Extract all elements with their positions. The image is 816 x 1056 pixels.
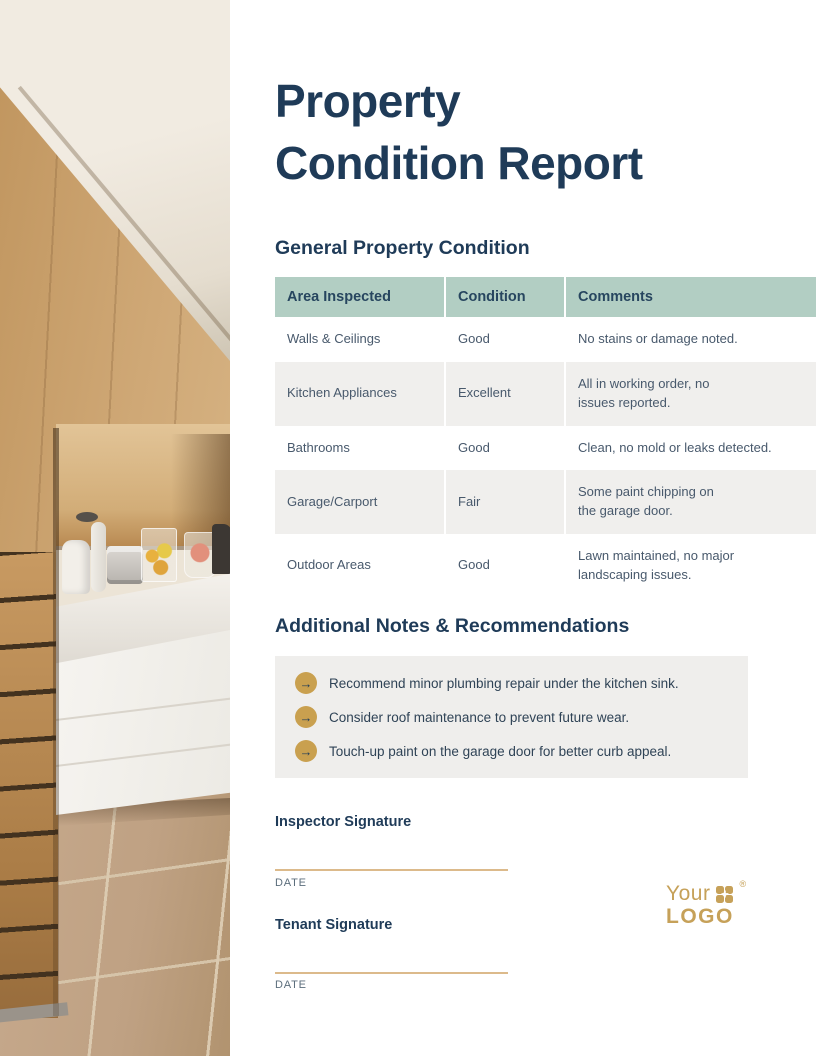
cell-comments: Some paint chipping on the garage door. [564,470,816,535]
logo-top-row: Your ® [666,879,747,906]
table-row: Walls & Ceilings Good No stains or damag… [275,317,816,362]
note-item: → Touch-up paint on the garage door for … [295,740,728,762]
clover-icon [716,885,734,903]
tenant-date-label: DATE [275,979,307,991]
notes-box: → Recommend minor plumbing repair under … [275,656,748,778]
arrow-right-icon: → [295,740,317,762]
logo-text-logo: LOGO [666,905,734,928]
inspector-date-label: DATE [275,877,307,889]
cell-condition: Excellent [444,361,565,426]
photo-kettle-decor [62,540,90,594]
note-item: → Consider roof maintenance to prevent f… [295,706,728,728]
tenant-signature-line [275,972,508,974]
clover-petal [716,894,725,903]
column-header-condition: Condition [444,277,565,317]
photo-ceiling-decor [0,0,230,361]
cell-condition: Good [444,534,565,598]
logo-text-your: Your [666,882,711,905]
clover-petal [725,885,734,894]
column-header-area: Area Inspected [275,277,445,317]
cell-area: Garage/Carport [275,470,445,535]
table-row: Kitchen Appliances Excellent All in work… [275,361,816,426]
photo-towel-holder-decor [76,512,98,522]
inspector-signature-line [275,869,508,871]
page-title: Property Condition Report [275,70,643,194]
cell-area: Bathrooms [275,425,445,471]
cell-area: Outdoor Areas [275,534,445,598]
additional-notes-heading: Additional Notes & Recommendations [275,615,630,637]
arrow-right-icon: → [295,672,317,694]
cell-comments: Clean, no mold or leaks detected. [564,425,816,471]
table-row: Garage/Carport Fair Some paint chipping … [275,470,816,535]
note-text: Recommend minor plumbing repair under th… [329,675,679,691]
note-text: Touch-up paint on the garage door for be… [329,743,672,759]
photo-toaster-decor [107,546,143,584]
clover-petal [716,885,725,894]
table-header-row: Area Inspected Condition Comments [275,277,816,317]
page-title-line2: Condition Report [275,137,643,189]
photo-fruit-jar-decor [141,528,177,582]
cell-condition: Fair [444,470,565,535]
note-item: → Recommend minor plumbing repair under … [295,672,728,694]
photo-upper-cabinets-decor [56,424,230,546]
photo-cabinet-gap-decor [53,428,59,1016]
cell-condition: Good [444,425,565,471]
table-row: Bathrooms Good Clean, no mold or leaks d… [275,425,816,471]
photo-fruit-bowl-decor [184,532,216,578]
cell-condition: Good [444,317,565,362]
note-text: Consider roof maintenance to prevent fut… [329,709,630,725]
inspector-signature-label: Inspector Signature [275,814,412,830]
clover-petal [725,894,734,903]
photo-dark-kettle-decor [212,524,230,574]
kitchen-photo [0,0,230,1056]
company-logo: Your ® LOGO [666,879,747,929]
column-header-comments: Comments [564,277,816,317]
condition-table: Area Inspected Condition Comments Walls … [275,277,816,598]
cell-comments: Lawn maintained, no major landscaping is… [564,534,816,598]
general-condition-heading: General Property Condition [275,237,530,259]
cell-area: Kitchen Appliances [275,361,445,426]
registered-mark-icon: ® [739,879,747,889]
cell-comments: All in working order, no issues reported… [564,361,816,426]
photo-paper-roll-decor [91,522,106,592]
arrow-right-icon: → [295,706,317,728]
cell-area: Walls & Ceilings [275,317,445,362]
photo-wood-drawers-decor [0,552,58,1018]
page-title-line1: Property [275,75,461,127]
cell-comments: No stains or damage noted. [564,317,816,362]
photo-white-drawers-decor [56,630,230,815]
table-row: Outdoor Areas Good Lawn maintained, no m… [275,534,816,598]
tenant-signature-label: Tenant Signature [275,917,393,933]
